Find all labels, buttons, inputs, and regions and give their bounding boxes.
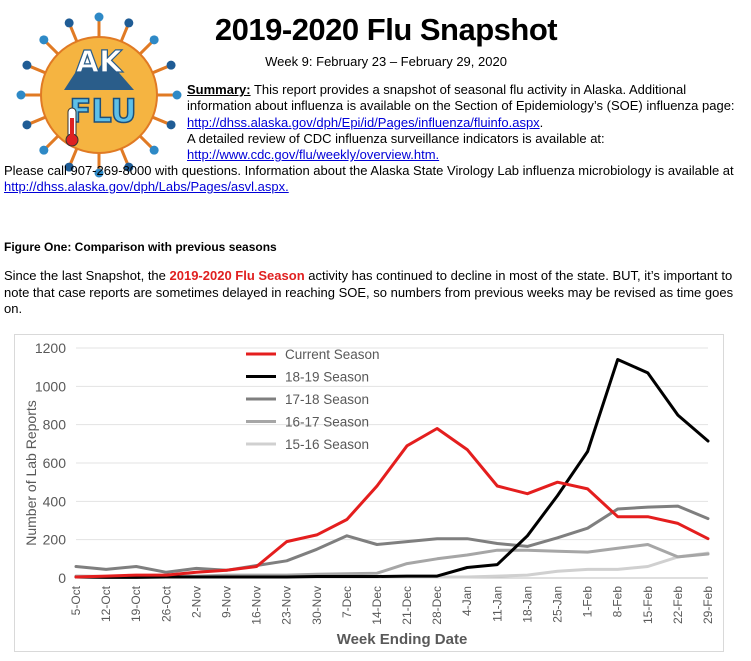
x-tick-label: 25-Jan bbox=[551, 586, 565, 623]
y-tick-label: 600 bbox=[43, 455, 67, 471]
series-line-2 bbox=[74, 504, 710, 574]
x-axis-title: Week Ending Date bbox=[337, 631, 468, 648]
y-tick-label: 0 bbox=[58, 570, 66, 586]
summary-paragraph: Summary: This report provides a snapshot… bbox=[187, 82, 747, 163]
x-tick-label: 1-Feb bbox=[581, 586, 595, 618]
x-tick-label: 5-Oct bbox=[69, 585, 83, 615]
contact-paragraph: Please call 907-269-8000 with questions.… bbox=[4, 163, 749, 196]
legend-label: 18-19 Season bbox=[285, 370, 369, 385]
x-tick-label: 12-Oct bbox=[99, 585, 113, 622]
legend-label: 16-17 Season bbox=[285, 415, 369, 430]
figure-description: Since the last Snapshot, the 2019-2020 F… bbox=[4, 268, 746, 318]
summary-label: Summary: bbox=[187, 82, 251, 97]
x-tick-label: 28-Dec bbox=[430, 586, 444, 625]
y-tick-label: 800 bbox=[43, 417, 67, 433]
summary-period: . bbox=[539, 114, 544, 130]
x-tick-label: 9-Nov bbox=[219, 586, 233, 618]
y-tick-label: 1000 bbox=[35, 378, 66, 394]
series-line-1 bbox=[74, 358, 710, 579]
x-tick-label: 29-Feb bbox=[701, 586, 715, 624]
page-title: 2019-2020 Flu Snapshot bbox=[214, 12, 558, 47]
y-tick-label: 400 bbox=[43, 493, 67, 509]
flu-season-highlight: 2019-2020 Flu Season bbox=[169, 268, 305, 283]
alaska-flu-logo: AK FLU bbox=[16, 12, 182, 178]
logo-ak-text: AK bbox=[76, 45, 124, 80]
x-tick-label: 23-Nov bbox=[280, 586, 294, 625]
contact-text: Please call 907-269-8000 with questions.… bbox=[4, 163, 734, 178]
x-tick-label: 26-Oct bbox=[159, 585, 173, 622]
legend-label: Current Season bbox=[285, 347, 380, 362]
summary-text: This report provides a snapshot of seaso… bbox=[187, 82, 735, 114]
thermometer-icon bbox=[65, 107, 79, 147]
x-tick-label: 15-Feb bbox=[641, 586, 655, 624]
y-tick-label: 200 bbox=[43, 532, 67, 548]
figure-heading: Figure One: Comparison with previous sea… bbox=[4, 240, 277, 254]
week-range: Week 9: February 23 – February 29, 2020 bbox=[265, 54, 507, 69]
cdc-flu-link[interactable]: http://www.cdc.gov/flu/weekly/overview.h… bbox=[187, 147, 440, 163]
x-tick-label: 22-Feb bbox=[671, 586, 685, 624]
x-tick-label: 19-Oct bbox=[129, 585, 143, 622]
cdc-review-text: A detailed review of CDC influenza surve… bbox=[187, 130, 605, 146]
series-line-0 bbox=[74, 427, 710, 579]
soe-influenza-link[interactable]: http://dhss.alaska.gov/dph/Epi/id/Pages/… bbox=[187, 114, 540, 130]
figure-desc-text: Since the last Snapshot, the bbox=[4, 268, 170, 283]
y-tick-label: 1200 bbox=[35, 340, 66, 356]
x-tick-label: 18-Jan bbox=[520, 586, 534, 623]
asvl-link[interactable]: http://dhss.alaska.gov/dph/Labs/Pages/as… bbox=[4, 179, 289, 195]
legend-label: 17-18 Season bbox=[285, 392, 369, 407]
logo-flu-text: FLU bbox=[69, 92, 136, 130]
virus-spikes-icon bbox=[16, 12, 182, 178]
x-tick-label: 8-Feb bbox=[611, 586, 625, 618]
x-tick-label: 14-Dec bbox=[370, 586, 384, 625]
figure-desc-rest: activity has continued to decline in mos… bbox=[4, 268, 734, 316]
legend-label: 15-16 Season bbox=[285, 437, 369, 452]
x-tick-label: 4-Jan bbox=[460, 586, 474, 616]
x-tick-label: 30-Nov bbox=[310, 586, 324, 625]
flu-comparison-chart: 0 200 400 600 800 1000 1200 5-Oct 12-Oct 19-Oct 26… bbox=[14, 334, 724, 652]
y-axis-title: Number of Lab Reports bbox=[23, 400, 39, 546]
x-tick-label: 7-Dec bbox=[340, 586, 354, 618]
x-tick-label: 21-Dec bbox=[400, 586, 414, 625]
x-tick-label: 2-Nov bbox=[189, 586, 203, 618]
x-tick-label: 16-Nov bbox=[250, 586, 264, 625]
x-tick-label: 11-Jan bbox=[490, 586, 504, 622]
